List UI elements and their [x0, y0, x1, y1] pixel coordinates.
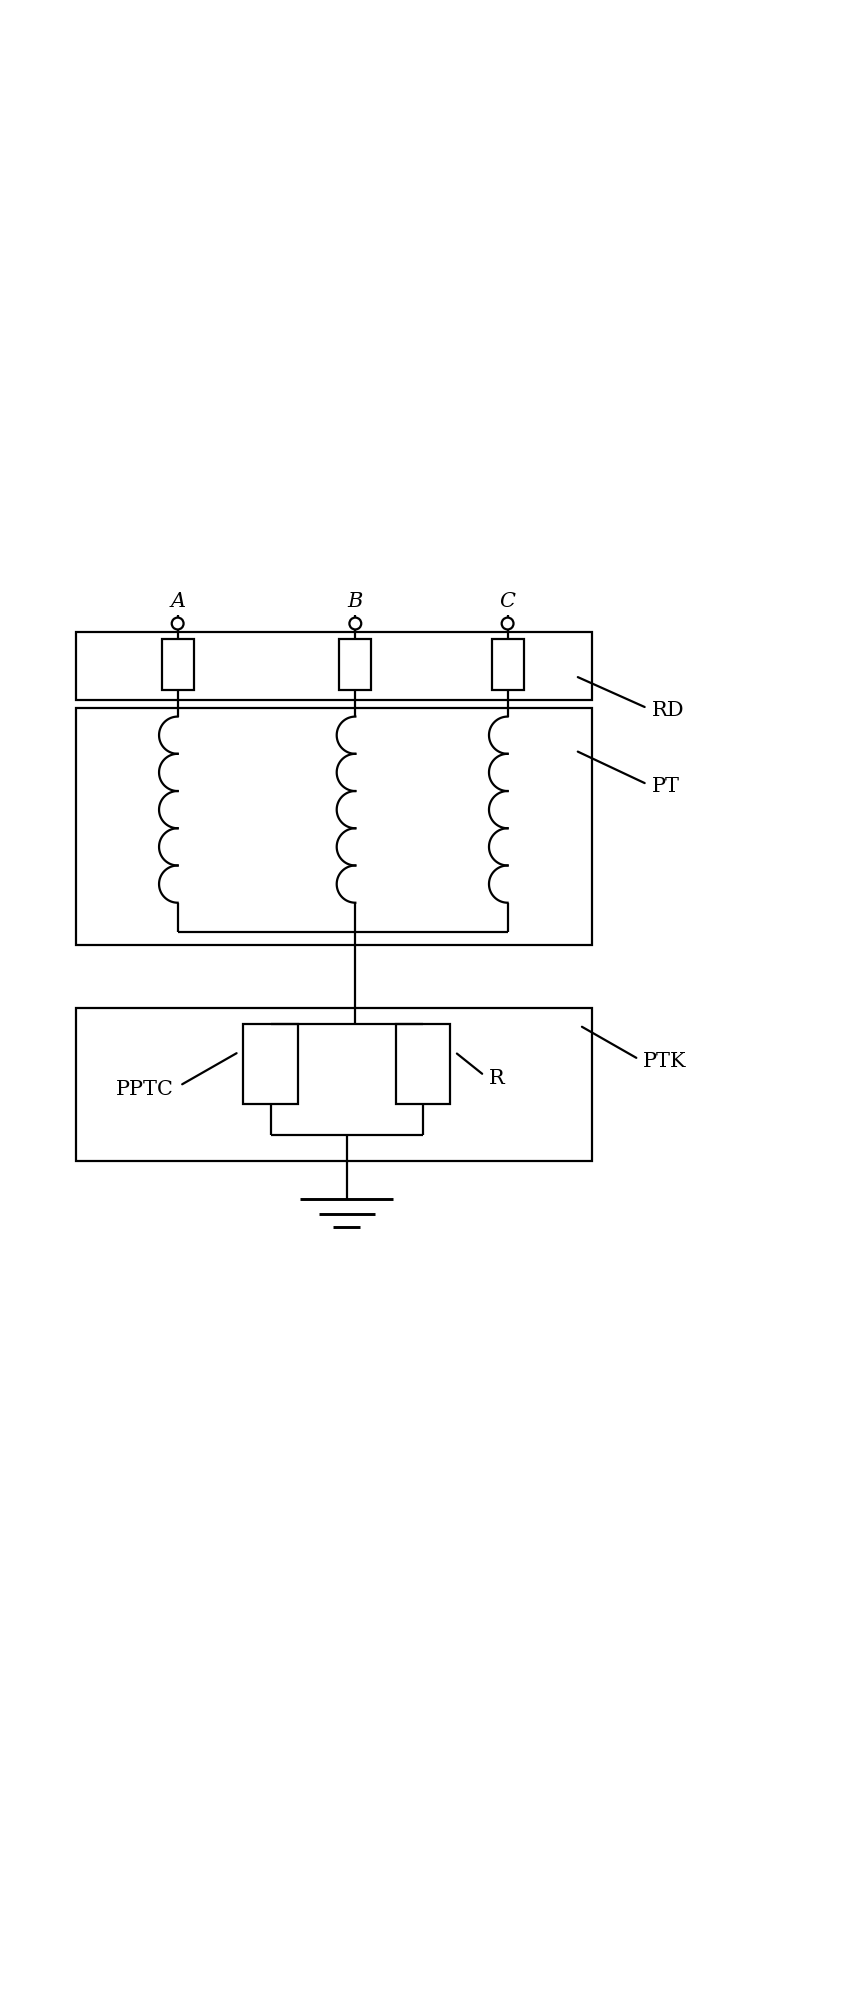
Bar [76, 708, 592, 946]
Bar [395, 1024, 450, 1104]
Text: B: B [348, 592, 363, 610]
Bar [76, 632, 592, 700]
Bar [339, 638, 371, 690]
Text: PT: PT [651, 778, 679, 796]
Bar [492, 638, 524, 690]
Bar [244, 1024, 298, 1104]
Text: A: A [170, 592, 185, 610]
Text: C: C [500, 592, 515, 610]
Bar [76, 1008, 592, 1160]
Text: PTK: PTK [643, 1052, 686, 1072]
Text: PPTC: PPTC [116, 1080, 173, 1098]
Text: RD: RD [651, 702, 684, 720]
Bar [162, 638, 194, 690]
Text: R: R [488, 1068, 504, 1088]
